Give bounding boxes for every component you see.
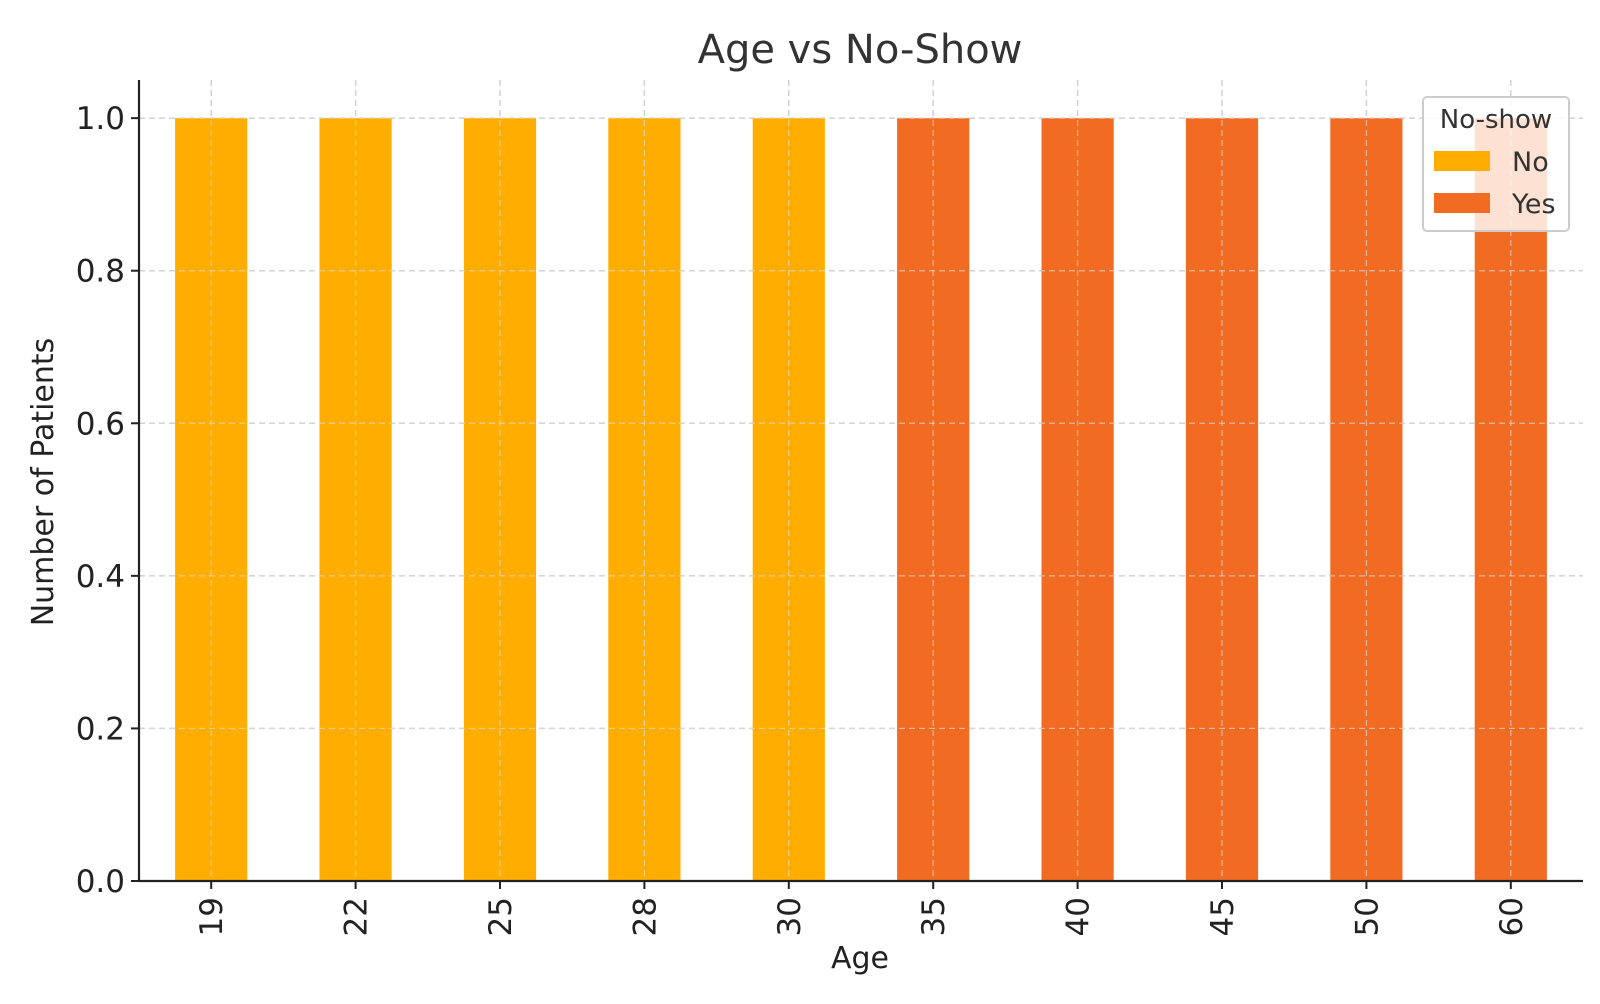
x-tick-label: 22 bbox=[339, 897, 375, 936]
x-tick-label: 35 bbox=[916, 897, 952, 936]
x-tick-label: 28 bbox=[627, 897, 663, 936]
x-tick-label: 30 bbox=[772, 897, 808, 936]
bar-layer bbox=[139, 80, 1583, 881]
chart-title: Age vs No-Show bbox=[698, 27, 1023, 73]
legend-swatch-no bbox=[1434, 151, 1490, 171]
legend-swatch-yes bbox=[1434, 193, 1490, 213]
y-tick-label: 0.4 bbox=[76, 559, 125, 595]
axis-layer: 0.0 0.2 0.4 0.6 0.8 1.0 19 22 25 28 30 35 40 45 50 60 bbox=[76, 80, 1583, 936]
y-tick-label: 0.0 bbox=[76, 864, 125, 900]
x-tick-label: 50 bbox=[1349, 897, 1385, 936]
x-tick-label: 60 bbox=[1494, 897, 1530, 936]
x-axis-label: Age bbox=[831, 941, 889, 976]
y-tick-label: 0.6 bbox=[76, 406, 125, 442]
y-axis-label: Number of Patients bbox=[26, 338, 61, 627]
x-tick-label: 25 bbox=[483, 897, 519, 936]
legend-label-no: No bbox=[1512, 147, 1549, 178]
y-tick-label: 0.8 bbox=[76, 254, 125, 290]
x-tick-label: 40 bbox=[1061, 897, 1097, 936]
x-tick-label: 19 bbox=[194, 897, 230, 936]
legend-title: No-show bbox=[1440, 105, 1552, 135]
x-tick-label: 45 bbox=[1205, 897, 1241, 936]
legend-label-yes: Yes bbox=[1511, 189, 1556, 220]
y-tick-label: 0.2 bbox=[76, 711, 125, 747]
legend: No-show No Yes bbox=[1422, 96, 1570, 232]
y-tick-label: 1.0 bbox=[76, 101, 125, 137]
